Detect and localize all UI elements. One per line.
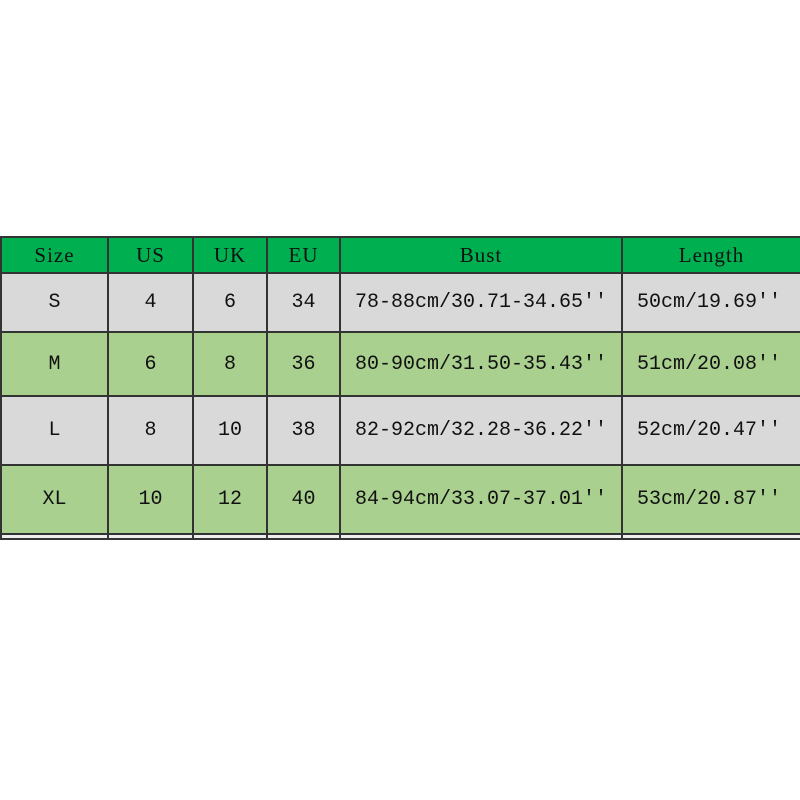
header-size: Size (0, 236, 109, 274)
cell-bust: 82-92cm/32.28-36.22'' (339, 395, 623, 466)
size-chart-table: Size US UK EU Bust Length S 4 6 34 78-88… (0, 236, 800, 540)
cell-eu: 36 (266, 331, 341, 397)
cell-uk: 6 (192, 272, 268, 333)
cell-empty (0, 533, 109, 540)
cell-length: 53cm/20.87'' (621, 464, 800, 535)
cell-empty (192, 533, 268, 540)
cell-length: 52cm/20.47'' (621, 395, 800, 466)
header-eu: EU (266, 236, 341, 274)
cell-empty (107, 533, 194, 540)
cell-us: 10 (107, 464, 194, 535)
cell-us: 6 (107, 331, 194, 397)
cell-empty (621, 533, 800, 540)
cell-bust: 78-88cm/30.71-34.65'' (339, 272, 623, 333)
cell-us: 4 (107, 272, 194, 333)
cell-empty (339, 533, 623, 540)
cell-length: 51cm/20.08'' (621, 331, 800, 397)
cell-empty (266, 533, 341, 540)
cell-uk: 12 (192, 464, 268, 535)
table-row: S 4 6 34 78-88cm/30.71-34.65'' 50cm/19.6… (0, 272, 800, 333)
cell-eu: 40 (266, 464, 341, 535)
cell-us: 8 (107, 395, 194, 466)
cell-uk: 8 (192, 331, 268, 397)
cell-uk: 10 (192, 395, 268, 466)
header-length: Length (621, 236, 800, 274)
cell-length: 50cm/19.69'' (621, 272, 800, 333)
header-uk: UK (192, 236, 268, 274)
header-row: Size US UK EU Bust Length (0, 236, 800, 274)
cell-eu: 38 (266, 395, 341, 466)
cell-size: S (0, 272, 109, 333)
cell-bust: 80-90cm/31.50-35.43'' (339, 331, 623, 397)
table-row: L 8 10 38 82-92cm/32.28-36.22'' 52cm/20.… (0, 395, 800, 466)
cell-size: L (0, 395, 109, 466)
cell-size: M (0, 331, 109, 397)
table-row-cut-off (0, 533, 800, 540)
cell-bust: 84-94cm/33.07-37.01'' (339, 464, 623, 535)
table-row: XL 10 12 40 84-94cm/33.07-37.01'' 53cm/2… (0, 464, 800, 535)
table-row: M 6 8 36 80-90cm/31.50-35.43'' 51cm/20.0… (0, 331, 800, 397)
cell-size: XL (0, 464, 109, 535)
header-us: US (107, 236, 194, 274)
cell-eu: 34 (266, 272, 341, 333)
header-bust: Bust (339, 236, 623, 274)
